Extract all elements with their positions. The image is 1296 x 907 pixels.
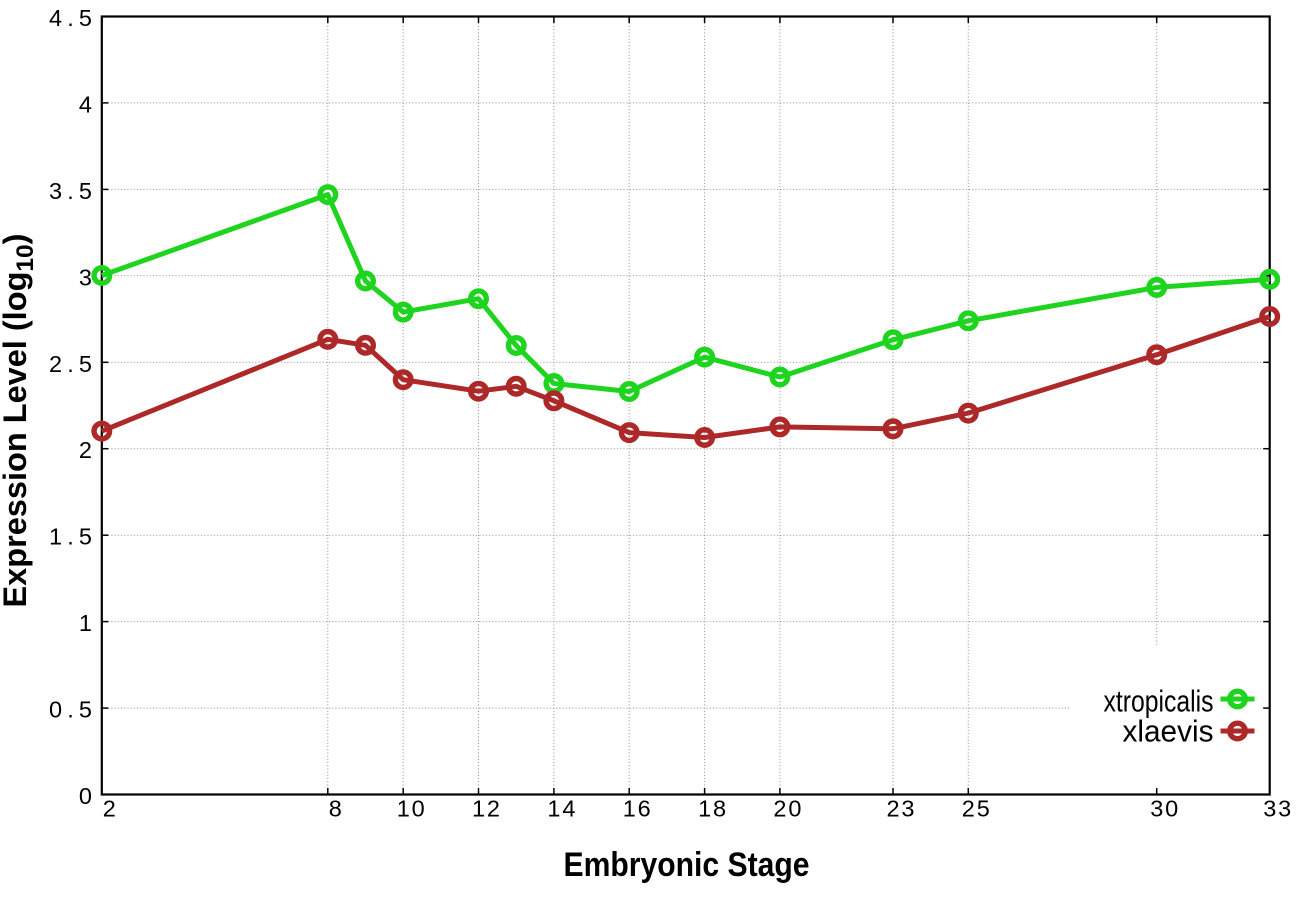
svg-text:23: 23 [887, 796, 915, 822]
svg-text:2.5: 2.5 [49, 351, 92, 377]
svg-text:4: 4 [79, 91, 92, 117]
svg-text:10: 10 [397, 796, 425, 822]
svg-text:Expression Level (log10): Expression Level (log10) [0, 233, 39, 607]
svg-text:Embryonic Stage: Embryonic Stage [564, 846, 810, 884]
svg-text:0: 0 [79, 783, 92, 809]
svg-text:1: 1 [79, 610, 92, 636]
svg-text:2: 2 [79, 437, 92, 463]
svg-text:1.5: 1.5 [49, 524, 92, 550]
svg-text:33: 33 [1263, 796, 1291, 822]
svg-text:xlaevis: xlaevis [1123, 714, 1214, 749]
svg-text:2: 2 [103, 796, 116, 822]
svg-text:12: 12 [472, 796, 500, 822]
svg-text:18: 18 [698, 796, 726, 822]
svg-text:3.5: 3.5 [49, 178, 92, 204]
svg-text:25: 25 [962, 796, 990, 822]
svg-text:3: 3 [79, 264, 92, 290]
svg-text:14: 14 [547, 796, 575, 822]
svg-text:4.5: 4.5 [49, 5, 92, 31]
svg-text:30: 30 [1150, 796, 1178, 822]
svg-text:16: 16 [623, 796, 651, 822]
svg-text:0.5: 0.5 [49, 697, 92, 723]
svg-text:20: 20 [773, 796, 801, 822]
svg-text:xtropicalis: xtropicalis [1104, 684, 1214, 719]
svg-text:8: 8 [329, 796, 342, 822]
